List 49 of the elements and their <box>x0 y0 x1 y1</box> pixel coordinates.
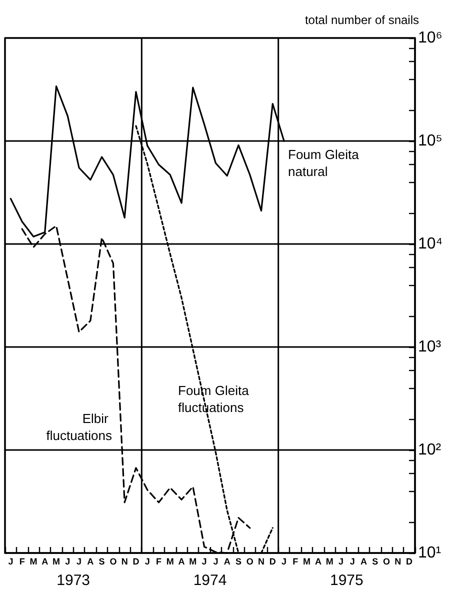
x-tick-label: D <box>269 556 276 566</box>
x-tick-label: A <box>224 556 231 566</box>
x2-tick-label: 1975 <box>330 572 364 589</box>
x-tick-label: M <box>52 556 60 566</box>
x-tick-label: M <box>303 556 311 566</box>
x-tick-label: N <box>121 556 128 566</box>
x-tick-label: D <box>132 556 140 566</box>
y-tick-label: 10³ <box>418 338 442 356</box>
y-tick-label: 10⁵ <box>418 132 442 150</box>
x-tick-label: F <box>19 556 26 566</box>
x-tick-label: A <box>42 556 49 566</box>
x-tick-label: S <box>98 556 105 566</box>
x-tick-label: S <box>235 556 242 566</box>
y-tick-label: 10⁶ <box>418 30 442 46</box>
x-tick-label: D <box>406 556 414 566</box>
x-tick-label: O <box>110 556 117 566</box>
x2-tick-label: 1974 <box>193 572 227 589</box>
x-tick-label: F <box>156 556 162 566</box>
x-tick-label: M <box>326 556 334 566</box>
x-tick-label: J <box>65 556 70 566</box>
x-tick-label: O <box>246 556 254 566</box>
series-label: Foum Gleita natural <box>288 147 362 179</box>
x-tick-label: J <box>76 556 82 566</box>
x-tick-label: J <box>338 556 344 566</box>
x-tick-label: A <box>178 556 186 566</box>
x-tick-label: O <box>383 556 390 566</box>
x-tick-label: F <box>292 556 299 566</box>
x-tick-label: N <box>394 556 402 566</box>
x-tick-label: A <box>87 556 94 566</box>
x-tick-label: J <box>282 556 287 566</box>
x-tick-label: M <box>166 556 174 566</box>
y-tick-label: 10¹ <box>418 544 442 562</box>
x2-tick-label: 1973 <box>56 572 90 589</box>
y-tick-label: 10² <box>418 442 442 458</box>
y-tick-label: 10⁴ <box>418 236 443 252</box>
x-tick-label: S <box>372 556 378 566</box>
x-tick-label: J <box>8 556 14 566</box>
series-label: Foum Gleita fluctuations <box>178 383 252 415</box>
x-tick-label: M <box>30 556 38 566</box>
x-tick-label: J <box>202 556 207 566</box>
x-tick-label: A <box>314 556 322 566</box>
x-tick-label: J <box>213 556 218 566</box>
x-tick-label: N <box>258 556 264 566</box>
x-tick-label: J <box>144 556 150 566</box>
x-tick-label: J <box>350 556 355 566</box>
y-axis-title: total number of snails <box>304 13 419 27</box>
x-tick-label: A <box>360 556 368 566</box>
series-label: Elbir fluctuations <box>46 411 112 443</box>
x-tick-label: M <box>189 556 197 566</box>
